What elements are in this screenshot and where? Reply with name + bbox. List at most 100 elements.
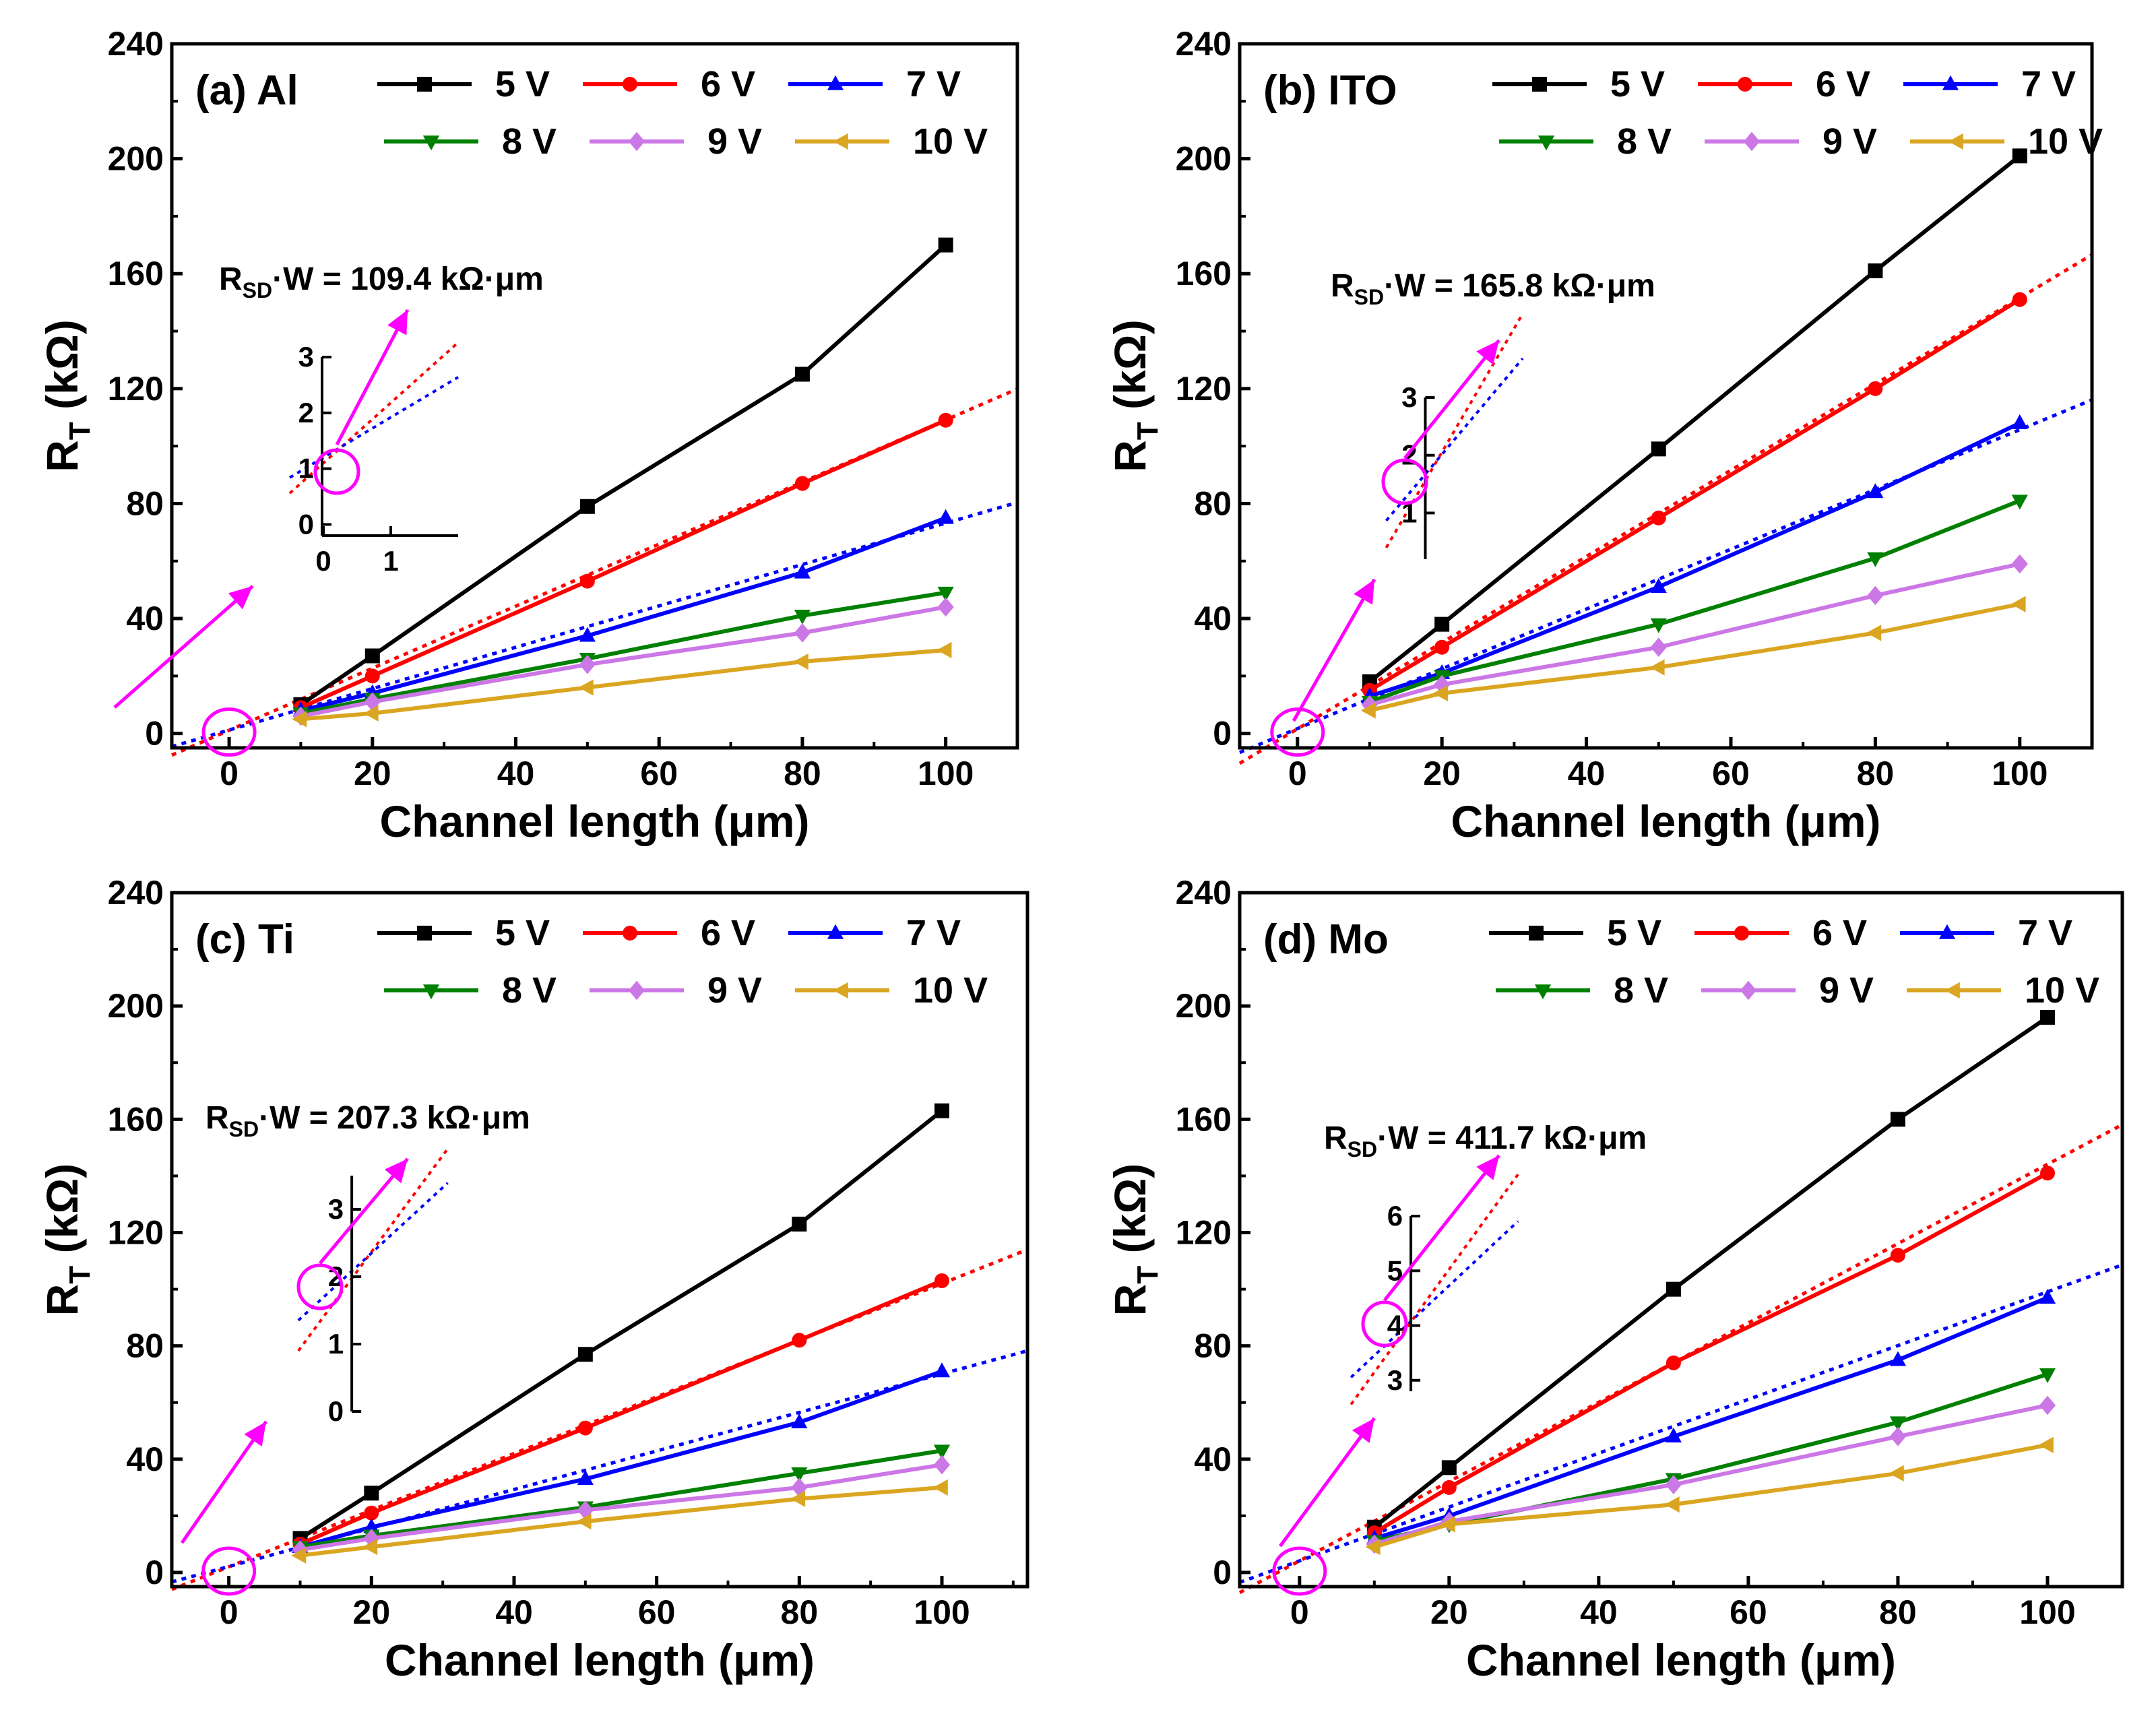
data-point	[2011, 554, 2028, 574]
data-point	[791, 1467, 808, 1483]
inset: 0 1 2 3 0 1	[288, 341, 459, 577]
origin-highlight-circle	[201, 707, 257, 757]
x-tick-label: 100	[918, 755, 974, 792]
data-point	[1889, 1416, 1907, 1432]
data-point	[2039, 1009, 2055, 1025]
x-axis-label: Channel length (μm)	[379, 796, 809, 846]
y-tick-label: 0	[1213, 1554, 1232, 1591]
data-point	[1890, 1112, 1905, 1127]
y-tick-label: 120	[1176, 1213, 1232, 1251]
legend-marker	[422, 984, 440, 1000]
legend-label: 9 V	[707, 121, 762, 162]
y-tick-label: 240	[1176, 874, 1232, 912]
legend-marker	[827, 924, 844, 939]
inset-fit-line	[1350, 1174, 1519, 1405]
data-point	[1434, 639, 1450, 655]
data-point	[577, 1347, 593, 1362]
data-point	[362, 1539, 378, 1556]
legend-label: 8 V	[1614, 970, 1668, 1011]
zoom-arrow	[1278, 1417, 1376, 1548]
legend-marker	[827, 75, 844, 90]
zoom-arrow	[1292, 578, 1376, 722]
data-point	[2012, 148, 2027, 164]
rsd-annotation: RSD·W = 165.8 kΩ·μm	[1331, 268, 1655, 309]
legend-marker	[1740, 980, 1757, 1000]
panel-title: (a) Al	[195, 67, 298, 114]
x-tick-label: 0	[1290, 1593, 1309, 1631]
zoom-arrow-head	[1476, 340, 1499, 365]
x-axis-label: Channel length (μm)	[385, 1635, 815, 1685]
x-axis-label: Channel length (μm)	[1466, 1635, 1896, 1685]
data-point	[1666, 1355, 1681, 1370]
fit-line-0	[171, 1248, 1028, 1591]
data-point	[363, 1529, 380, 1548]
zoom-arrow-head	[1354, 579, 1374, 605]
panel-c: 0 40 80 120 160 200 240 0 20 40 60 80 100 Channel len…	[37, 874, 1029, 1685]
data-point	[364, 668, 380, 684]
y-tick-label: 200	[108, 140, 164, 178]
legend-label: 6 V	[701, 64, 755, 104]
y-tick-label: 160	[1176, 1100, 1232, 1138]
inset: 123	[1381, 313, 1524, 559]
x-tick-label: 20	[353, 1593, 391, 1631]
legend-marker	[1944, 982, 1960, 999]
inset-x-tick-label: 0	[315, 545, 331, 577]
inset-fit-line	[297, 1182, 449, 1322]
data-point	[579, 573, 595, 589]
y-axis-label: RT (kΩ)	[1105, 319, 1164, 472]
data-point	[1441, 1460, 1457, 1475]
x-tick-label: 60	[1730, 1593, 1767, 1631]
data-point	[794, 609, 811, 625]
data-point	[1867, 585, 1884, 606]
data-point	[1665, 1427, 1682, 1442]
data-point	[934, 1103, 949, 1118]
data-point	[2039, 1368, 2056, 1383]
legend-marker	[417, 926, 432, 941]
data-point	[933, 1455, 951, 1475]
data-point	[1650, 618, 1667, 633]
legend-marker	[1942, 75, 1959, 90]
data-point	[2011, 495, 2028, 510]
data-point	[793, 653, 808, 670]
data-point	[1867, 552, 1884, 567]
series-line-7V	[1369, 421, 2021, 699]
legend-label: 7 V	[2021, 64, 2076, 104]
legend-label: 5 V	[1607, 913, 1661, 953]
x-tick-label: 80	[1857, 755, 1895, 792]
data-point	[1868, 263, 1883, 278]
data-point	[363, 1518, 380, 1533]
y-tick-label: 0	[1213, 715, 1232, 753]
y-tick-label: 160	[1176, 255, 1232, 292]
data-point	[934, 1273, 949, 1288]
zoom-arrow-head	[1352, 1418, 1374, 1443]
y-tick-label: 80	[1194, 484, 1232, 522]
x-tick-label: 60	[640, 755, 678, 792]
series-line-8V	[300, 590, 947, 715]
x-tick-label: 0	[1288, 755, 1307, 792]
zoom-arrow-head	[244, 1422, 266, 1447]
data-point	[1889, 1426, 1907, 1446]
panel-d: 0 40 80 120 160 200 240 0 20 40 60 80 100 Channel len…	[1105, 874, 2124, 1685]
legend-marker	[628, 131, 645, 152]
y-axis-label: RT (kΩ)	[37, 1164, 96, 1316]
legend-marker	[623, 77, 637, 92]
x-tick-label: 40	[497, 755, 535, 792]
data-point	[1360, 702, 1376, 719]
y-tick-label: 80	[126, 484, 164, 522]
origin-highlight-circle	[1272, 1546, 1327, 1596]
data-point	[937, 641, 952, 659]
zoom-arrow	[1383, 1154, 1500, 1302]
x-tick-label: 0	[220, 755, 239, 792]
inset-fit-line	[1385, 313, 1524, 548]
x-tick-label: 80	[1879, 1593, 1917, 1631]
inset-y-tick-label: 2	[298, 397, 314, 428]
data-point	[792, 1216, 807, 1232]
inset-y-tick-label: 3	[328, 1193, 344, 1225]
legend-label: 5 V	[495, 64, 550, 104]
inset-y-tick-label: 3	[298, 341, 314, 373]
legend-label: 9 V	[1819, 970, 1874, 1011]
data-point	[1651, 441, 1666, 457]
inset-fit-line	[288, 341, 459, 495]
